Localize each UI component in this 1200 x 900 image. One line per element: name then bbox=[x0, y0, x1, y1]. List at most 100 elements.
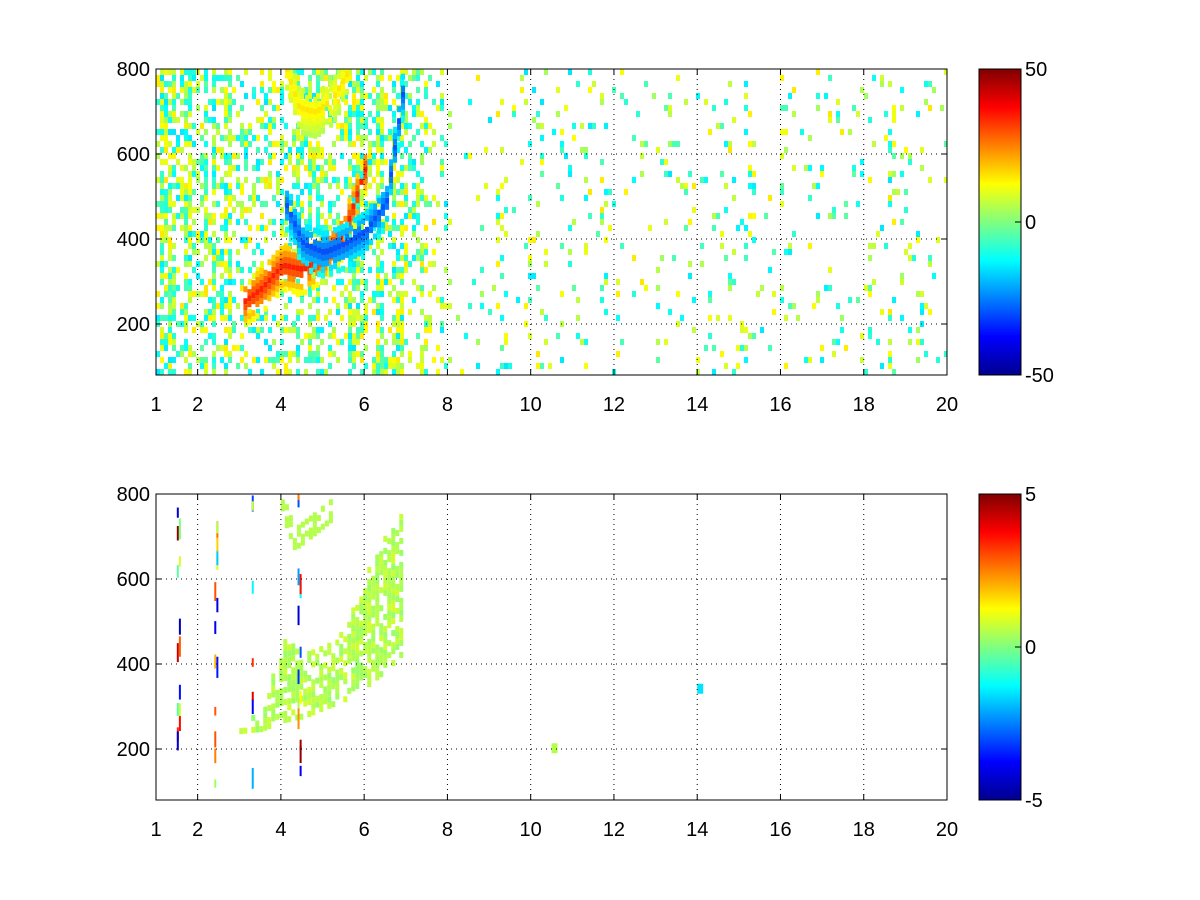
heatmap-cell bbox=[392, 339, 396, 345]
heatmap-cell bbox=[252, 93, 256, 99]
heatmap-cell bbox=[792, 165, 796, 171]
heatmap-cell bbox=[361, 230, 366, 237]
heatmap-cell bbox=[176, 183, 180, 189]
heatmap-cell bbox=[271, 266, 276, 273]
heatmap-cell bbox=[376, 237, 380, 243]
heatmap-cell bbox=[364, 279, 368, 285]
heatmap-cell bbox=[289, 61, 293, 67]
heatmap-cell bbox=[321, 236, 326, 243]
heatmap-cell bbox=[412, 69, 416, 75]
heatmap-cell bbox=[300, 213, 304, 219]
x-tick-label: 6 bbox=[359, 819, 370, 841]
heatmap-cell bbox=[287, 686, 292, 693]
heatmap-cell bbox=[360, 93, 364, 99]
heatmap-cell bbox=[388, 105, 392, 111]
heatmap-cell bbox=[309, 107, 314, 114]
heatmap-cell bbox=[380, 135, 384, 141]
heatmap-cell bbox=[285, 190, 290, 197]
heatmap-cell bbox=[332, 219, 336, 225]
heatmap-cell bbox=[916, 327, 920, 333]
heatmap-cell bbox=[668, 111, 672, 117]
heatmap-cell bbox=[280, 81, 284, 87]
heatmap-cell bbox=[780, 297, 784, 303]
heatmap-cell bbox=[351, 685, 356, 692]
heatmap-cell bbox=[333, 98, 338, 105]
heatmap-cell bbox=[228, 117, 232, 123]
heatmap-cell bbox=[212, 297, 216, 303]
heatmap-cell bbox=[264, 237, 268, 243]
heatmap-cell bbox=[299, 665, 304, 672]
heatmap-cell bbox=[361, 236, 366, 243]
heatmap-cell bbox=[400, 81, 404, 87]
heatmap-cell bbox=[399, 519, 404, 526]
heatmap-cell bbox=[279, 269, 284, 276]
heatmap-cell bbox=[536, 111, 540, 117]
heatmap-cell bbox=[700, 261, 704, 267]
heatmap-cell bbox=[336, 309, 340, 315]
heatmap-cell bbox=[868, 177, 872, 183]
heatmap-cell bbox=[188, 231, 192, 237]
heatmap-cell bbox=[180, 207, 184, 213]
heatmap-cell bbox=[308, 351, 312, 357]
heatmap-cell bbox=[391, 570, 396, 577]
heatmap-cell bbox=[321, 103, 326, 110]
heatmap-cell bbox=[309, 113, 314, 120]
heatmap-cell bbox=[352, 225, 356, 231]
heatmap-cell bbox=[508, 363, 512, 369]
heatmap-cell bbox=[287, 650, 292, 657]
heatmap-cell bbox=[448, 303, 452, 309]
heatmap-cell bbox=[304, 369, 308, 375]
heatmap-cell bbox=[295, 696, 300, 703]
heatmap-cell bbox=[240, 333, 244, 339]
heatmap-cell bbox=[500, 363, 504, 369]
heatmap-cell bbox=[400, 267, 404, 273]
heatmap-cell bbox=[708, 297, 712, 303]
heatmap-cell bbox=[212, 69, 216, 75]
heatmap-cell bbox=[156, 141, 160, 147]
heatmap-cell bbox=[432, 285, 436, 291]
heatmap-cell bbox=[348, 351, 352, 357]
heatmap-cell bbox=[632, 135, 636, 141]
heatmap-cell bbox=[584, 153, 588, 159]
heatmap-cell bbox=[900, 315, 904, 321]
heatmap-cell bbox=[399, 573, 404, 580]
heatmap-cell bbox=[256, 195, 260, 201]
heatmap-cell bbox=[307, 280, 312, 287]
heatmap-cell bbox=[156, 225, 160, 231]
heatmap-cell bbox=[696, 357, 700, 363]
heatmap-cell bbox=[320, 69, 324, 75]
heatmap-cell bbox=[356, 123, 360, 129]
heatmap-cell bbox=[259, 267, 264, 274]
heatmap-cell bbox=[287, 698, 292, 705]
heatmap-cell bbox=[224, 189, 228, 195]
heatmap-cell bbox=[284, 522, 289, 529]
heatmap-cell bbox=[551, 743, 558, 754]
heatmap-cell bbox=[524, 69, 528, 75]
heatmap-cell bbox=[327, 235, 332, 242]
heatmap-cell bbox=[228, 135, 232, 141]
heatmap-cell bbox=[740, 345, 744, 351]
heatmap-cell bbox=[252, 249, 256, 255]
heatmap-cell bbox=[324, 297, 328, 303]
heatmap-cell bbox=[292, 129, 296, 135]
heatmap-cell bbox=[367, 614, 372, 621]
heatmap-cell bbox=[424, 339, 428, 345]
heatmap-cell bbox=[420, 309, 424, 315]
heatmap-cell bbox=[320, 147, 324, 153]
heatmap-cell bbox=[424, 129, 428, 135]
heatmap-cell bbox=[331, 677, 336, 684]
heatmap-cell bbox=[192, 69, 196, 75]
heatmap-cell bbox=[404, 243, 408, 249]
heatmap-cell bbox=[160, 369, 164, 375]
heatmap-cell bbox=[168, 183, 172, 189]
heatmap-cell bbox=[440, 303, 444, 309]
heatmap-cell bbox=[172, 291, 176, 297]
heatmap-cell bbox=[420, 189, 424, 195]
heatmap-cell bbox=[305, 230, 310, 237]
heatmap-cell bbox=[299, 265, 304, 272]
heatmap-cell bbox=[255, 313, 260, 320]
heatmap-cell bbox=[188, 93, 192, 99]
heatmap-cell bbox=[376, 81, 380, 87]
heatmap-cell bbox=[568, 69, 572, 75]
heatmap-cell bbox=[156, 303, 160, 309]
